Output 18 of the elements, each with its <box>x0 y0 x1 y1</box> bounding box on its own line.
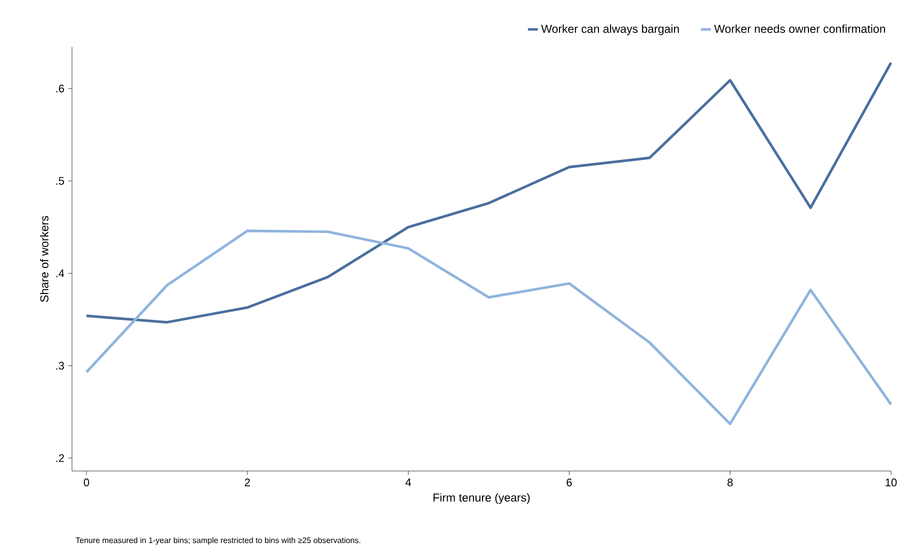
line-series <box>85 230 892 426</box>
y-tick-label: .4 <box>56 270 64 278</box>
y-tick-label: .2 <box>56 454 64 462</box>
y-tick-label: .6 <box>56 84 64 92</box>
x-tick-label: 6 <box>566 478 572 486</box>
x-axis-title: Firm tenure (years) <box>434 493 530 504</box>
legend-label: Worker can always bargain <box>541 24 679 36</box>
x-tick-label: 0 <box>84 478 90 486</box>
y-axis-title: Share of workers <box>40 216 48 302</box>
y-tick-label: .3 <box>56 362 64 370</box>
y-tick-label: .5 <box>56 177 64 185</box>
text: Tenure measured in 1-year bins; sample restricted to bins with ≥25 observations. <box>76 537 360 545</box>
x-tick-label: 8 <box>728 478 733 486</box>
x-tick-label: 10 <box>886 478 897 486</box>
line-series <box>85 61 892 324</box>
legend-label: Worker needs owner confirmation <box>714 24 886 33</box>
x-tick-label: 2 <box>244 478 250 486</box>
x-tick-label: 4 <box>405 478 412 486</box>
